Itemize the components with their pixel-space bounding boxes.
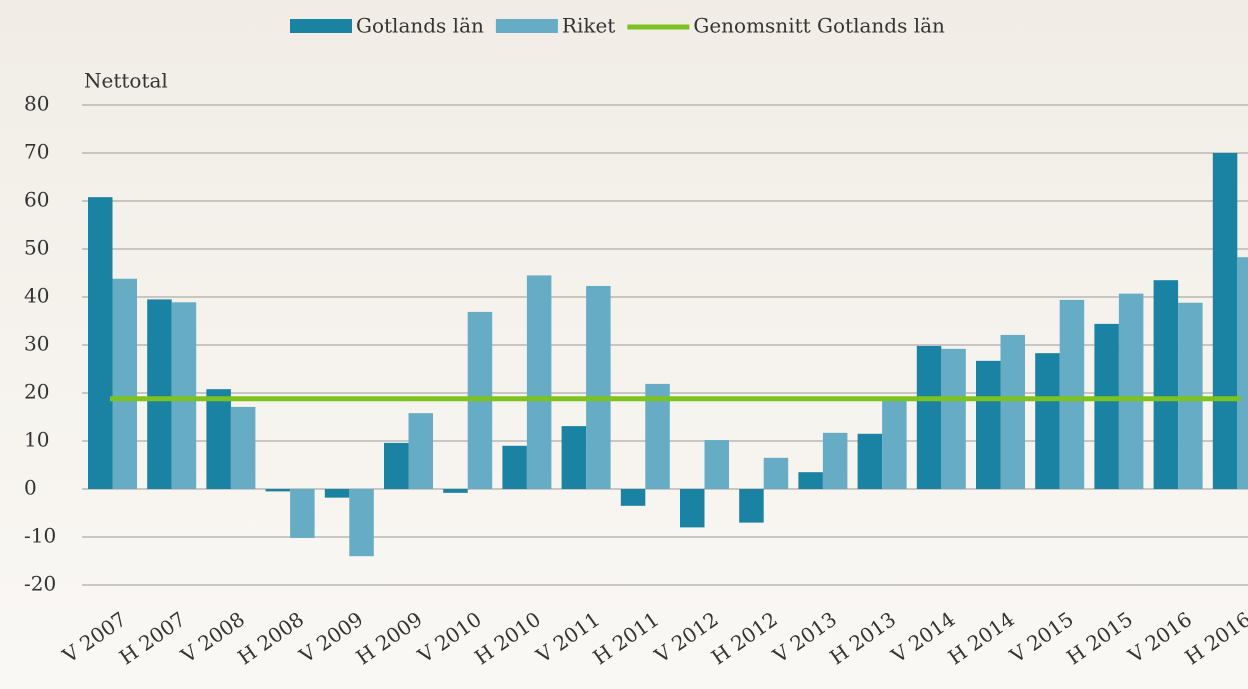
legend-label: Riket (562, 14, 615, 38)
bar (763, 457, 789, 489)
bar (1000, 334, 1025, 489)
bar (620, 489, 646, 506)
bar (1094, 323, 1119, 489)
bar (822, 432, 848, 489)
y-axis-title: Nettotal (84, 69, 168, 93)
bar (502, 445, 527, 489)
y-tick-label: 80 (24, 92, 49, 116)
bar (349, 489, 374, 557)
bar (324, 489, 350, 498)
bar (265, 489, 291, 492)
bar (88, 197, 113, 489)
legend: Gotlands län Riket Genomsnitt Gotlands län (290, 14, 945, 38)
bar (941, 348, 966, 489)
bar (586, 285, 611, 489)
bar (680, 489, 705, 528)
bar (1059, 299, 1085, 489)
y-tick-label: 70 (24, 140, 49, 164)
bar (147, 299, 172, 489)
bar (798, 472, 823, 489)
y-tick-label: 60 (24, 188, 49, 212)
y-tick-label: 0 (24, 476, 37, 500)
y-tick-label: -10 (24, 524, 56, 548)
bar (112, 278, 137, 489)
y-tick-label: 50 (24, 236, 49, 260)
bar (1035, 353, 1060, 489)
bar (645, 383, 670, 489)
bar (1153, 280, 1179, 489)
bar (976, 360, 1001, 489)
legend-label: Genomsnitt Gotlands län (693, 14, 945, 38)
bar (857, 433, 883, 489)
bar (916, 345, 942, 489)
bar (1178, 302, 1203, 489)
bar (704, 440, 729, 489)
bar (230, 406, 256, 489)
bar (739, 489, 764, 523)
legend-swatch (495, 19, 558, 33)
bar (1237, 257, 1248, 489)
bar (384, 442, 409, 489)
y-tick-label: -20 (24, 572, 56, 596)
bar (526, 275, 552, 489)
bar (206, 389, 231, 489)
y-tick-label: 40 (24, 284, 49, 308)
legend-swatch (290, 19, 352, 33)
bar (171, 302, 197, 489)
y-tick-label: 20 (24, 380, 49, 404)
legend-label: Gotlands län (356, 14, 484, 38)
bar (561, 426, 587, 489)
bar (408, 413, 433, 489)
plot (88, 153, 1248, 557)
bar (443, 489, 468, 493)
y-tick-label: 30 (24, 332, 49, 356)
bar (1118, 293, 1144, 489)
bar (882, 398, 907, 489)
y-tick-label: 10 (24, 428, 49, 452)
bar (290, 489, 315, 538)
bar (1212, 153, 1238, 489)
